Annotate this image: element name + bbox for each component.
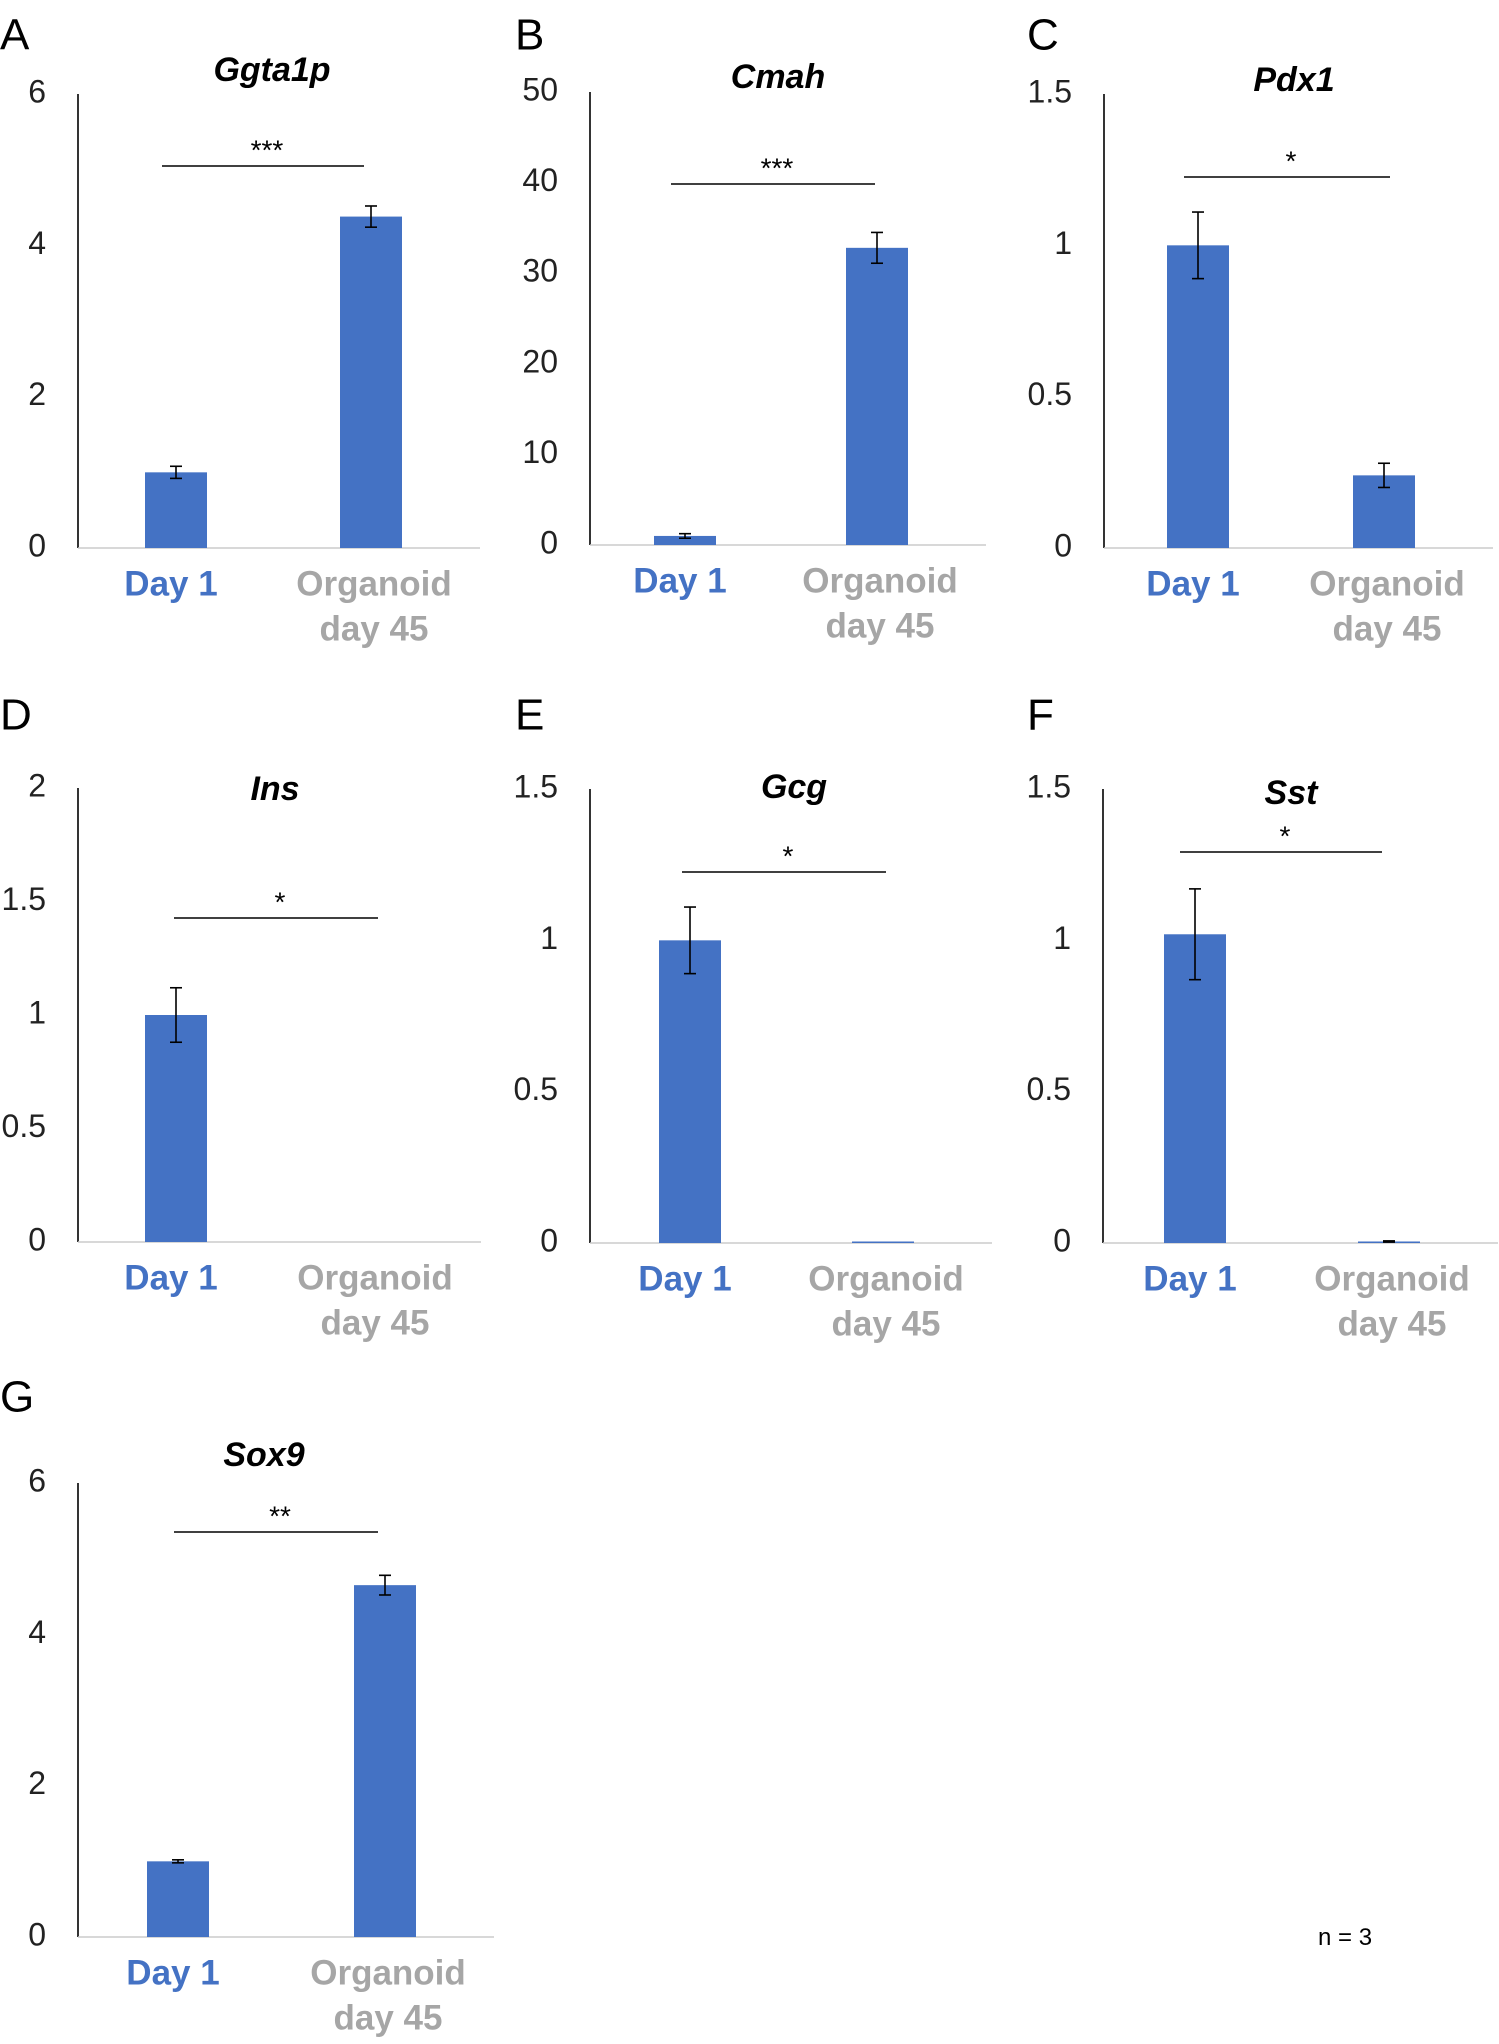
panel-b-title: Cmah [731,58,825,96]
panel-e-ytick-label: 0 [540,1222,558,1258]
panel-b-ytick-label: 40 [522,162,558,198]
panel-c-category-label-organoid: day 45 [1333,609,1442,648]
panel-e-letter: E [515,691,544,740]
sample-size-note: n = 3 [1318,1924,1372,1951]
panel-a-ytick-label: 6 [28,73,46,109]
panel-d-letter: D [0,691,32,740]
panel-f-letter: F [1027,691,1054,740]
panel-f-significance-stars: * [1280,820,1291,851]
panel-b-significance-stars: *** [761,152,794,183]
panel-e-ytick-label: 0.5 [514,1071,558,1107]
panel-c-ytick-label: 1 [1054,225,1072,261]
panel-a-ytick-label: 2 [28,376,46,412]
panel-g-category-label-organoid: Organoid [310,1953,466,1992]
panel-c-category-label-day1: Day 1 [1146,564,1239,603]
panel-e-bar-organoid [852,1241,914,1243]
panel-g-ytick-label: 6 [28,1462,46,1498]
panel-b-category-label-day1: Day 1 [633,561,726,600]
panel-a-bar-organoid [340,216,402,548]
panel-c-category-label-organoid: Organoid [1309,564,1465,603]
panel-d-ytick-label: 0.5 [2,1108,46,1144]
panel-f-bar-day1 [1164,934,1226,1243]
panel-g-category-label-organoid: day 45 [334,1998,443,2037]
panel-g-bar-day1 [147,1861,209,1937]
panel-d-ytick-label: 0 [28,1221,46,1257]
panel-d-category-label-organoid: day 45 [321,1303,430,1342]
panel-f-category-label-organoid: day 45 [1338,1304,1447,1343]
panel-a-category-label-day1: Day 1 [124,564,217,603]
panel-e-title: Gcg [761,768,827,806]
panel-c-ytick-label: 1.5 [1028,73,1072,109]
panel-a-bar-day1 [145,472,207,548]
panel-g-category-label-day1: Day 1 [126,1953,219,1992]
panel-b-ytick-label: 20 [522,343,558,379]
panel-g-significance-stars: ** [269,1500,291,1531]
panel-a-category-label-organoid: day 45 [320,609,429,648]
panel-e-significance-stars: * [783,840,794,871]
panel-e-ytick-label: 1.5 [514,768,558,804]
panel-e-category-label-day1: Day 1 [638,1259,731,1298]
panel-f-ytick-label: 1 [1053,920,1071,956]
panel-d-bar-day1 [145,1015,207,1242]
panel-a-ytick-label: 0 [28,527,46,563]
panel-a-category-label-organoid: Organoid [296,564,452,603]
panel-b-ytick-label: 50 [522,71,558,107]
panel-d-ytick-label: 2 [28,767,46,803]
panel-a-letter: A [0,11,30,60]
panel-f-ytick-label: 0 [1053,1222,1071,1258]
panel-c-significance-stars: * [1286,145,1297,176]
panel-a-ytick-label: 4 [28,225,46,261]
panel-d-title: Ins [250,770,299,808]
panel-g-bar-organoid [354,1585,416,1937]
panel-b-bar-day1 [654,535,716,545]
panel-g-ytick-label: 0 [28,1916,46,1952]
panel-e-ytick-label: 1 [540,920,558,956]
panel-g-ytick-label: 4 [28,1614,46,1650]
panel-b-bar-organoid [846,247,908,545]
panel-g-title: Sox9 [223,1436,304,1474]
panel-d-category-label-organoid: Organoid [297,1258,453,1297]
panel-f-ytick-label: 1.5 [1027,768,1071,804]
panel-c-bar-day1 [1167,245,1229,549]
panel-a-title: Ggta1p [213,51,330,89]
panel-b-ytick-label: 0 [540,524,558,560]
panel-c-ytick-label: 0 [1054,527,1072,563]
panel-b-ytick-label: 30 [522,253,558,289]
panel-e-category-label-organoid: Organoid [808,1259,964,1298]
panel-a-significance-stars: *** [251,134,284,165]
panel-b-letter: B [515,11,544,60]
panel-c-ytick-label: 0.5 [1028,376,1072,412]
panel-b-category-label-organoid: Organoid [802,561,958,600]
panel-d-significance-stars: * [275,886,286,917]
panel-f-ytick-label: 0.5 [1027,1071,1071,1107]
panel-c-letter: C [1027,11,1059,60]
panel-g-ytick-label: 2 [28,1765,46,1801]
panel-b-category-label-organoid: day 45 [826,606,935,645]
panel-e-category-label-organoid: day 45 [832,1304,941,1343]
panel-f-title: Sst [1265,774,1320,812]
panel-c-title: Pdx1 [1253,61,1334,99]
panel-f-category-label-day1: Day 1 [1143,1259,1236,1298]
panel-b-ytick-label: 10 [522,434,558,470]
panel-e-bar-day1 [659,940,721,1243]
panel-d-ytick-label: 1.5 [2,881,46,917]
panel-f-category-label-organoid: Organoid [1314,1259,1470,1298]
panel-d-category-label-day1: Day 1 [124,1258,217,1297]
panel-d-ytick-label: 1 [28,994,46,1030]
panel-g-letter: G [0,1373,34,1422]
